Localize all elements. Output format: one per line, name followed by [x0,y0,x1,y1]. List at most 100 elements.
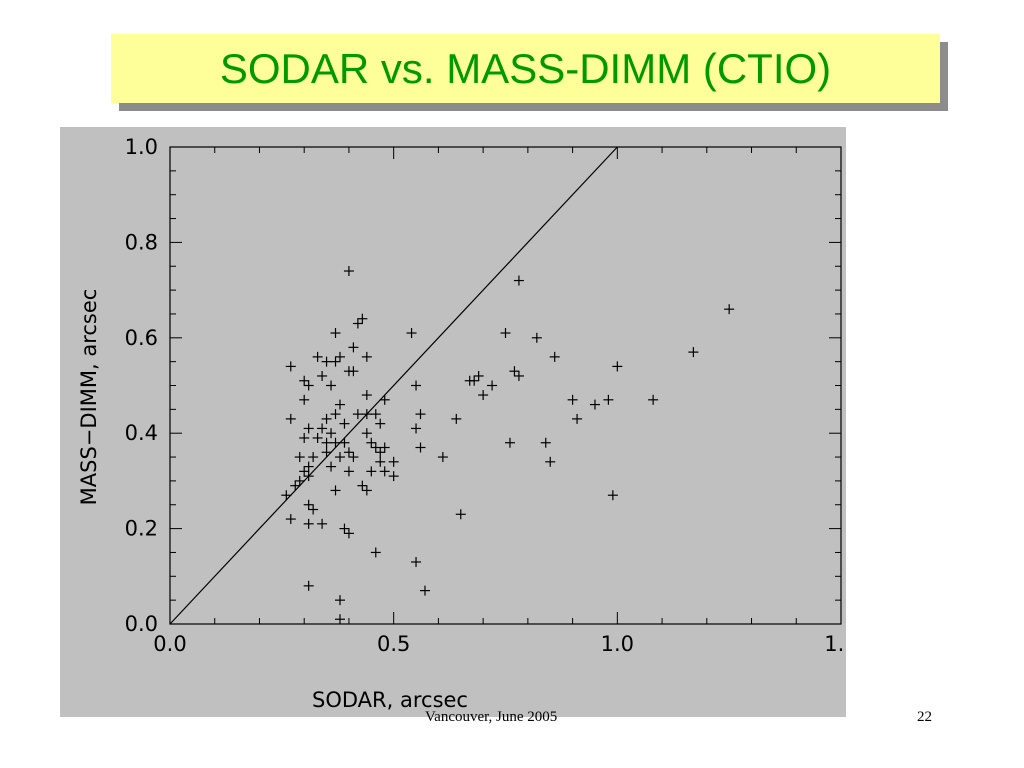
data-point [379,442,390,453]
data-point [513,275,524,286]
data-point [388,456,399,467]
data-point [357,313,368,324]
data-point [688,347,699,358]
data-point [352,409,363,420]
data-point [509,366,520,377]
data-point [294,475,305,486]
data-point [299,394,310,405]
tick-labels: 0.0 0.5 1.0 1.5 0.0 0.2 0.4 0.6 0.8 1.0 [125,135,846,656]
reference-line [169,146,618,625]
data-point [330,437,341,448]
data-point [411,423,422,434]
y-tick-label: 0.6 [125,326,158,350]
data-points [281,266,735,625]
data-point [504,437,515,448]
data-point [455,509,466,520]
data-point [348,366,359,377]
data-point [348,342,359,353]
data-point [603,394,614,405]
data-point [361,409,372,420]
data-point [415,409,426,420]
data-point [370,442,381,453]
data-point [366,437,377,448]
plot-frame [169,146,842,625]
data-point [366,466,377,477]
data-point [411,556,422,567]
data-point [312,351,323,362]
y-tick-label: 0.8 [125,230,158,254]
data-point [361,351,372,362]
data-point [321,413,332,424]
page-number: 22 [917,709,932,725]
axes [169,146,842,625]
data-point [294,452,305,463]
data-point [545,456,556,467]
data-point [648,394,659,405]
data-point [326,380,337,391]
data-point [339,523,350,534]
data-point [285,413,296,424]
data-point [339,437,350,448]
data-point [375,447,386,458]
data-point [478,390,489,401]
x-tick-label: 0.5 [377,632,410,656]
data-point [343,447,354,458]
data-point [361,428,372,439]
data-point [317,370,328,381]
data-point [370,409,381,420]
data-point [303,461,314,472]
data-point [299,432,310,443]
data-point [419,585,430,596]
data-point [343,528,354,539]
data-point [531,332,542,343]
data-point [312,432,323,443]
data-point [473,370,484,381]
data-point [330,356,341,367]
data-point [513,370,524,381]
chart-panel: 0.0 0.5 1.0 1.5 0.0 0.2 0.4 0.6 0.8 1.0 SODAR, ar… [60,127,846,717]
data-point [299,466,310,477]
data-point [334,614,345,625]
data-point [415,442,426,453]
data-point [406,328,417,339]
data-point [379,466,390,477]
data-point [343,466,354,477]
data-point [326,461,337,472]
data-point [334,595,345,606]
data-point [540,437,551,448]
data-point [379,394,390,405]
x-tick-label: 1.0 [601,632,634,656]
y-tick-label: 0.4 [125,421,158,445]
data-point [303,499,314,510]
data-point [572,413,583,424]
data-point [437,452,448,463]
x-tick-label: 1.5 [824,632,846,656]
x-axis-label: SODAR, arcsec [312,688,468,712]
data-point [303,423,314,434]
data-point [299,375,310,386]
data-point [321,356,332,367]
data-point [317,423,328,434]
data-point [308,504,319,515]
data-point [451,413,462,424]
data-point [469,375,480,386]
data-point [303,580,314,591]
data-point [339,418,350,429]
data-point [361,390,372,401]
data-point [330,328,341,339]
data-point [343,266,354,277]
data-point [285,514,296,525]
data-point [500,328,511,339]
data-point [321,447,332,458]
data-point [375,456,386,467]
y-tick-label: 0.2 [125,517,158,541]
y-tick-label: 0.0 [125,612,158,636]
y-axis-label: MASS−DIMM, arcsec [77,289,101,506]
scatter-chart: 0.0 0.5 1.0 1.5 0.0 0.2 0.4 0.6 0.8 1.0 SODAR, ar… [77,135,846,712]
data-point [357,480,368,491]
data-point [361,485,372,496]
data-point [330,409,341,420]
data-point [285,361,296,372]
data-point [589,399,600,410]
data-point [308,452,319,463]
